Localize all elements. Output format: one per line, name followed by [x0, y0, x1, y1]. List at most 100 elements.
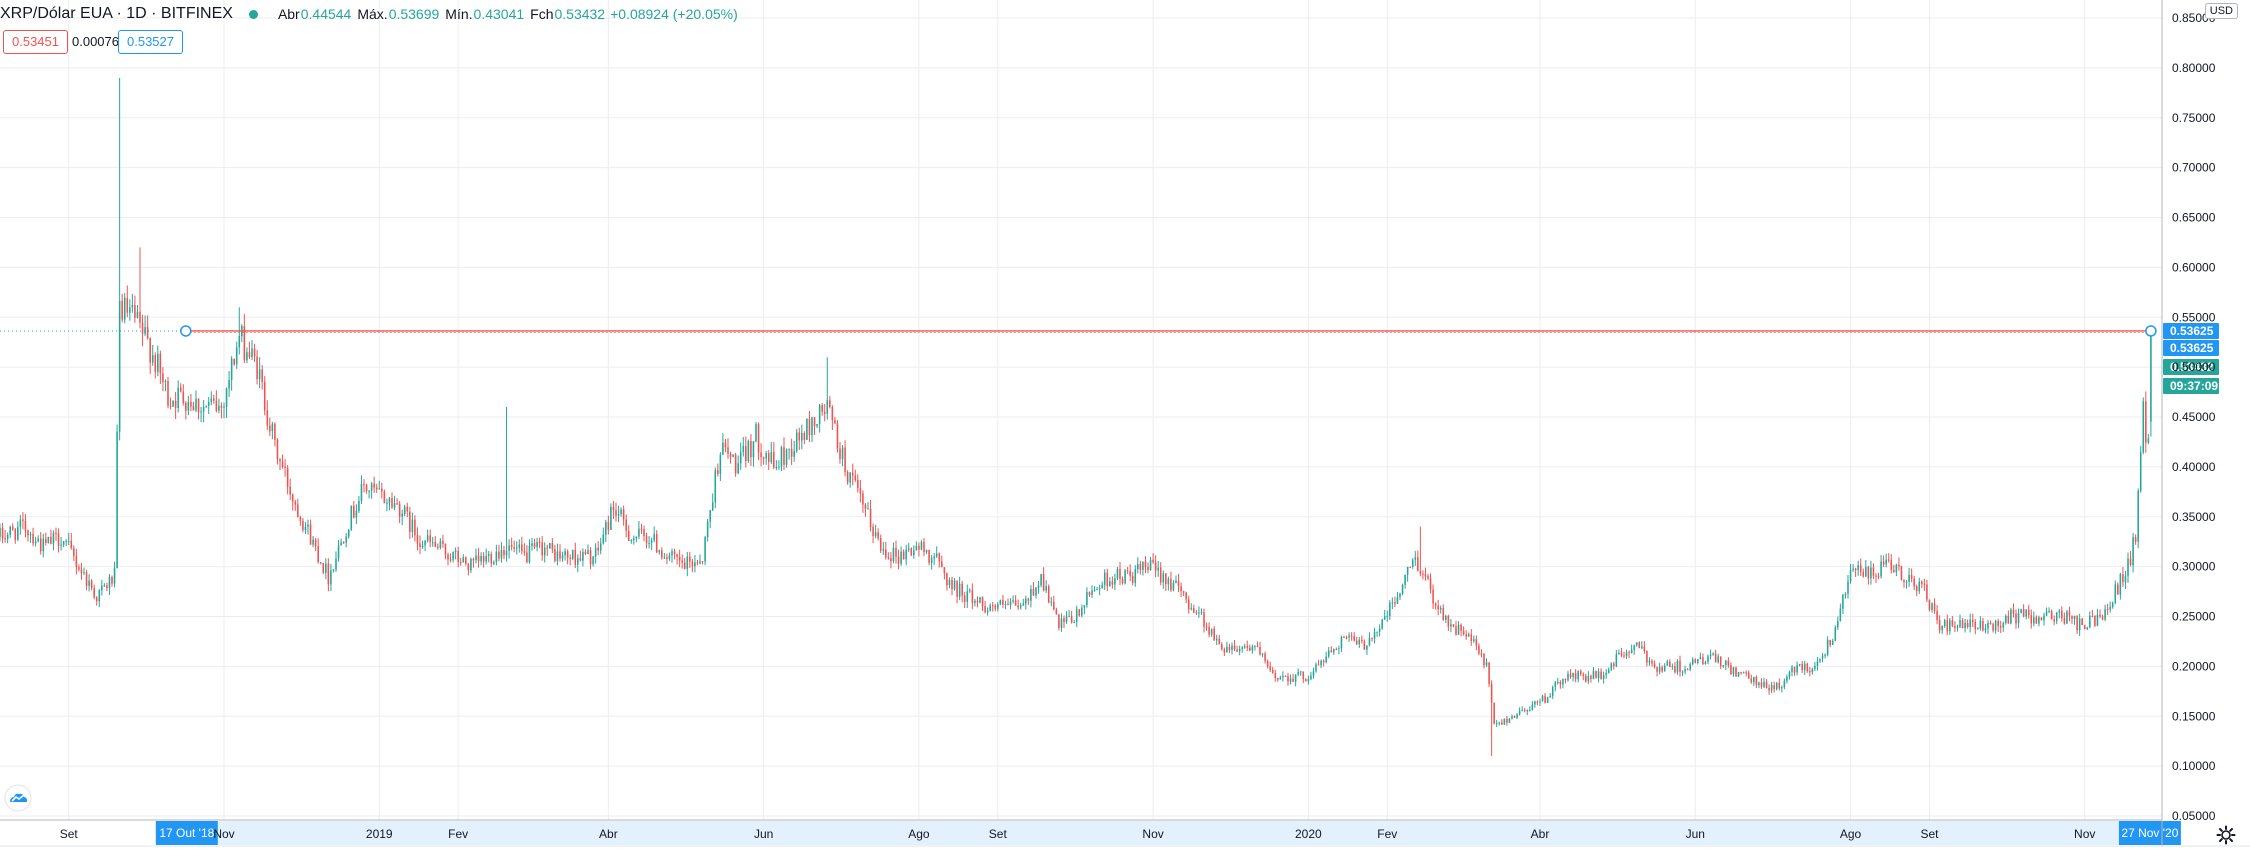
high-value: 0.53699	[388, 6, 440, 22]
candle-body	[1857, 565, 1859, 571]
candle-body	[533, 543, 536, 548]
candle-body	[151, 355, 154, 363]
candle-body	[1307, 679, 1310, 682]
candle-body	[1781, 687, 1783, 689]
candle-body	[1292, 678, 1294, 682]
candle-body	[167, 381, 169, 406]
candle-body	[276, 439, 279, 460]
candle-body	[1544, 695, 1546, 703]
candle-body	[1651, 660, 1653, 664]
candle-body	[508, 545, 510, 551]
candle-body	[816, 424, 818, 427]
buy-price-button[interactable]: 0.53527	[118, 30, 183, 54]
candle-body	[1844, 593, 1847, 595]
candle-body	[1297, 671, 1299, 675]
candle-body	[192, 406, 195, 411]
candle-body	[9, 526, 11, 535]
candle-body	[1559, 682, 1562, 685]
candle-body	[472, 558, 475, 561]
candle-body	[648, 542, 650, 544]
candle-body	[1022, 603, 1025, 606]
candle-body	[1574, 673, 1577, 680]
candle-body	[39, 538, 42, 552]
candle-body	[1763, 681, 1765, 687]
candle-body	[1014, 600, 1017, 606]
candle-body	[1546, 697, 1549, 703]
candle-body	[1340, 636, 1343, 649]
y-tick-label: 0.05000	[2172, 809, 2216, 823]
y-tick-label: 0.65000	[2172, 211, 2216, 225]
candle-body	[1811, 668, 1814, 673]
candle-body	[1121, 579, 1124, 584]
candle-body	[470, 558, 472, 571]
candle-body	[136, 311, 139, 318]
candle-body	[1999, 625, 2002, 628]
candle-body	[1210, 628, 1213, 635]
candle-body	[882, 549, 885, 551]
candle-body	[1030, 588, 1032, 601]
candle-body	[1129, 571, 1131, 576]
candle-body	[1083, 605, 1086, 608]
candle-body	[370, 483, 373, 491]
candle-body	[2073, 616, 2076, 619]
candle-body	[872, 526, 874, 537]
y-tick-label: 0.80000	[2172, 61, 2216, 75]
symbol-title[interactable]: XRP/Dólar EUA · 1D · BITFINEX	[0, 5, 233, 22]
candle-body	[785, 449, 788, 465]
candle-body	[1755, 677, 1758, 686]
candle-body	[1722, 665, 1725, 667]
candle-body	[1971, 619, 1974, 622]
sell-price-button[interactable]: 0.53451	[3, 30, 68, 54]
candle-body	[207, 401, 210, 406]
candle-body	[630, 540, 633, 542]
candle-body	[42, 538, 45, 552]
candle-body	[1717, 656, 1719, 663]
candle-body	[1770, 685, 1773, 691]
candle-body	[205, 405, 207, 407]
candle-body	[65, 540, 67, 542]
candle-body	[839, 448, 841, 460]
candle-body	[737, 463, 739, 474]
candle-body	[1238, 648, 1241, 652]
candle-body	[248, 352, 251, 358]
candle-body	[1607, 669, 1610, 673]
candle-body	[711, 502, 714, 511]
candle-body	[1615, 654, 1618, 667]
candle-body	[658, 550, 661, 553]
candle-body	[1124, 570, 1126, 584]
candle-body	[732, 454, 734, 457]
candle-body	[1060, 618, 1063, 628]
candle-body	[765, 453, 767, 459]
candle-body	[256, 356, 258, 380]
candle-body	[1633, 645, 1635, 650]
candle-body	[892, 547, 895, 562]
tradingview-cloud-icon[interactable]	[4, 784, 32, 812]
candle-body	[1437, 605, 1439, 610]
candle-body	[1045, 586, 1047, 591]
candle-body	[1643, 646, 1646, 652]
price-axis-label: 0.53625	[2170, 324, 2214, 338]
candle-body	[1088, 592, 1091, 595]
candle-body	[286, 467, 289, 487]
candle-body	[2030, 615, 2033, 624]
candle-body	[411, 519, 414, 532]
candle-body	[2132, 537, 2134, 566]
currency-label[interactable]: USD	[2204, 3, 2238, 19]
candle-body	[1205, 626, 1208, 628]
candle-body	[966, 591, 969, 602]
candle-body	[1969, 619, 1971, 628]
candle-body	[724, 442, 727, 448]
candle-body	[2035, 617, 2038, 624]
candle-body	[1579, 670, 1582, 675]
candle-body	[505, 550, 508, 556]
candle-body	[689, 556, 691, 562]
candle-body	[1847, 581, 1849, 594]
candle-body	[2068, 611, 2071, 616]
gear-icon[interactable]	[2216, 825, 2236, 845]
candle-body	[638, 528, 640, 537]
candle-body	[269, 425, 271, 432]
candle-body	[1126, 570, 1129, 572]
candle-body	[1994, 620, 1997, 631]
